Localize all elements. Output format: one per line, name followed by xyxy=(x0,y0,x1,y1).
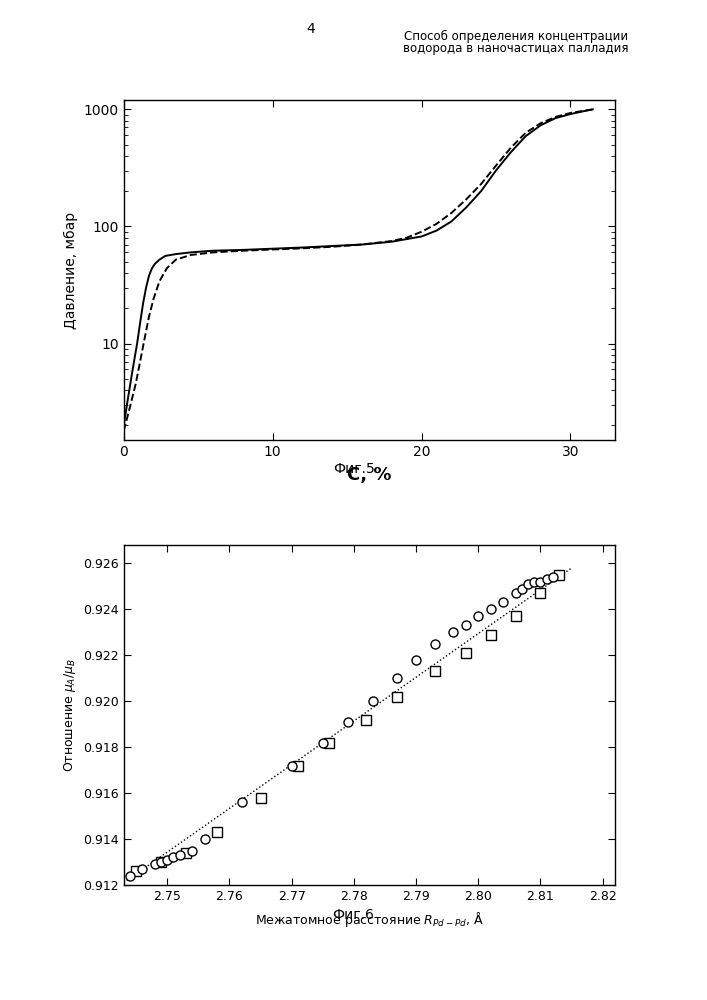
Text: 4: 4 xyxy=(307,22,315,36)
X-axis label: С, %: С, % xyxy=(347,466,392,484)
Text: водорода в наночастицах палладия: водорода в наночастицах палладия xyxy=(404,42,629,55)
Text: Способ определения концентрации: Способ определения концентрации xyxy=(404,30,629,43)
Y-axis label: Давление, мбар: Давление, мбар xyxy=(64,211,78,329)
X-axis label: Межатомное расстояние $R_{Pd-Pd}$, Å: Межатомное расстояние $R_{Pd-Pd}$, Å xyxy=(255,910,484,929)
Text: Фиг.5: Фиг.5 xyxy=(332,462,375,476)
Text: Фиг.6: Фиг.6 xyxy=(332,908,375,922)
Y-axis label: Отношение $\mu_A/\mu_B$: Отношение $\mu_A/\mu_B$ xyxy=(62,658,78,772)
